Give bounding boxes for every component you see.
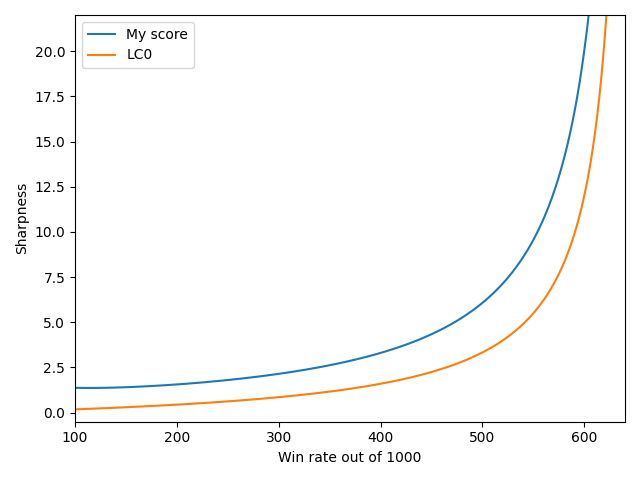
My score <box>85 385 93 391</box>
LC0 <box>99 406 106 411</box>
LC0 <box>334 388 342 394</box>
My score <box>71 385 79 391</box>
My score <box>320 363 328 369</box>
Legend: My score, LC0: My score, LC0 <box>82 22 194 68</box>
Y-axis label: Sharpness: Sharpness <box>15 182 29 254</box>
Line: LC0: LC0 <box>75 0 616 409</box>
LC0 <box>596 86 604 92</box>
LC0 <box>71 407 79 412</box>
Line: My score: My score <box>75 0 616 388</box>
LC0 <box>497 339 505 345</box>
LC0 <box>320 389 328 395</box>
My score <box>497 282 505 288</box>
X-axis label: Win rate out of 1000: Win rate out of 1000 <box>278 451 422 465</box>
My score <box>99 385 107 391</box>
My score <box>335 360 342 366</box>
LC0 <box>596 89 604 95</box>
